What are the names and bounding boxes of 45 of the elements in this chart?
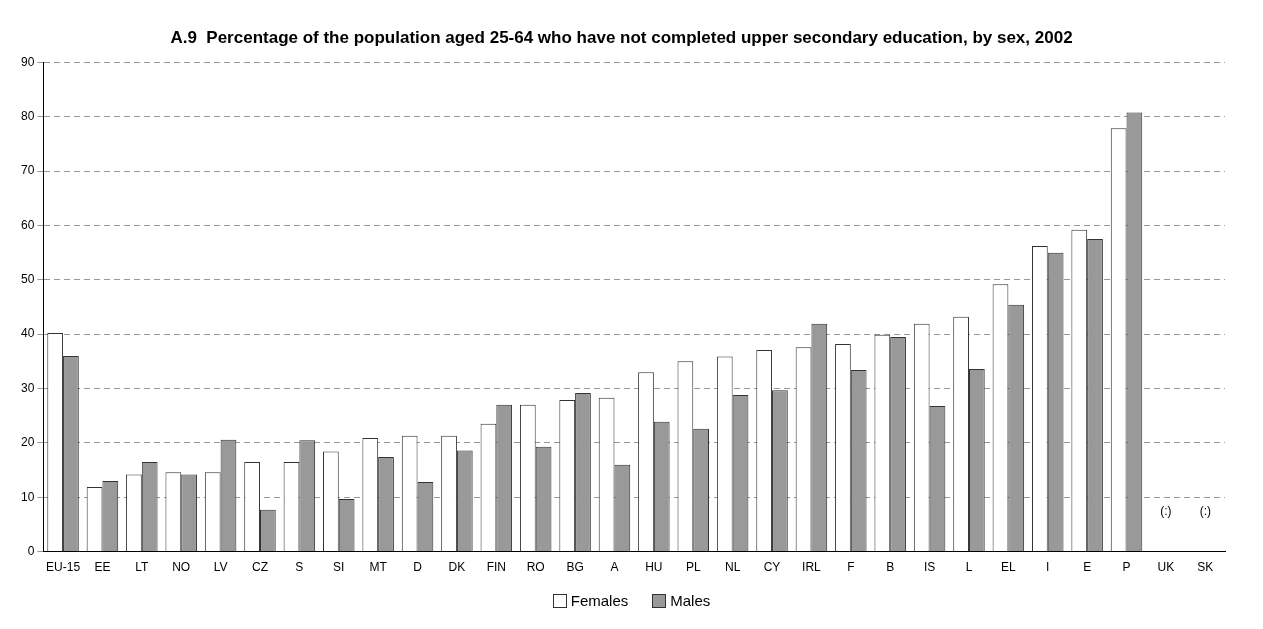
x-tick-label: D bbox=[413, 560, 423, 575]
x-tick-label: NL bbox=[724, 560, 741, 575]
y-tick-label: 20 bbox=[20, 435, 35, 450]
x-tick-label: MT bbox=[369, 560, 388, 575]
x-tick-label: BG bbox=[566, 560, 584, 575]
x-tick-label: UK bbox=[1157, 560, 1175, 575]
y-tick-label: 90 bbox=[20, 54, 35, 69]
x-tick-label: LT bbox=[135, 560, 150, 575]
x-tick-label: B bbox=[886, 560, 895, 575]
x-tick-label: EU-15 bbox=[46, 560, 81, 575]
x-tick-label: NO bbox=[172, 560, 191, 575]
x-tick-label: EL bbox=[1001, 560, 1017, 575]
annotation: (:) bbox=[1160, 503, 1172, 518]
x-tick-label: SK bbox=[1197, 560, 1214, 575]
x-tick-label: L bbox=[965, 560, 973, 575]
y-tick-label: 30 bbox=[20, 380, 35, 395]
x-tick-label: F bbox=[847, 560, 855, 575]
y-tick-label: 50 bbox=[20, 272, 35, 287]
x-tick-label: DK bbox=[448, 560, 466, 575]
chart-title: A.9 Percentage of the population aged 25-64 who have not completed upper secondary education, by sex, 2002 bbox=[170, 27, 1073, 47]
legend-label: Males bbox=[670, 592, 711, 609]
x-tick-label: I bbox=[1046, 560, 1050, 575]
y-tick-label: 80 bbox=[20, 109, 35, 124]
x-tick-label: RO bbox=[526, 560, 545, 575]
x-tick-label: IS bbox=[923, 560, 936, 575]
x-tick-label: FIN bbox=[486, 560, 506, 575]
y-tick-label: 10 bbox=[20, 489, 35, 504]
x-tick-label: A bbox=[610, 560, 619, 575]
y-tick-label: 60 bbox=[20, 217, 35, 232]
annotation: (:) bbox=[1199, 503, 1211, 518]
text: Females bbox=[570, 592, 629, 609]
x-tick-label: CY bbox=[763, 560, 781, 575]
x-tick-label: PL bbox=[685, 560, 701, 575]
x-tick-label: P bbox=[1122, 560, 1131, 575]
x-tick-label: E bbox=[1083, 560, 1092, 575]
x-tick-label: CZ bbox=[251, 560, 268, 575]
x-tick-label: S bbox=[295, 560, 304, 575]
x-tick-label: HU bbox=[645, 560, 663, 575]
x-tick-label: LV bbox=[213, 560, 228, 575]
y-tick-label: 40 bbox=[20, 326, 35, 341]
x-tick-label: SI bbox=[333, 560, 345, 575]
x-tick-label: IRL bbox=[802, 560, 822, 575]
x-tick-label: EE bbox=[94, 560, 111, 575]
y-tick-label: 70 bbox=[20, 163, 35, 178]
y-tick-label: 0 bbox=[27, 543, 35, 558]
